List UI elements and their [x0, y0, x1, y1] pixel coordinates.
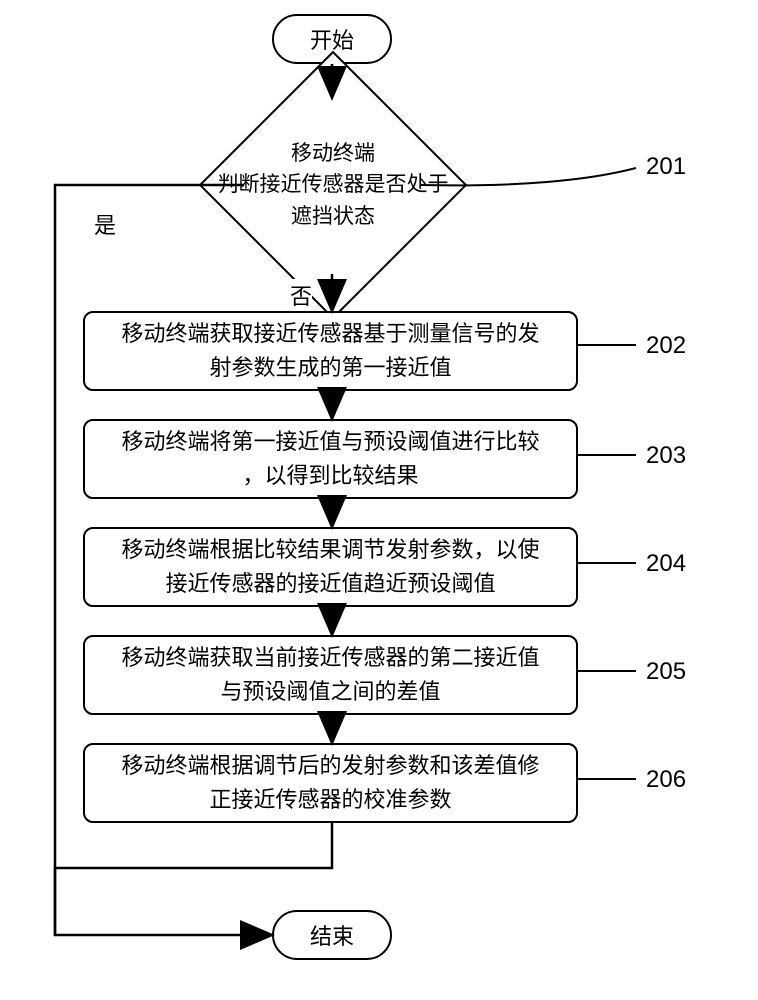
process-205: 移动终端获取当前接近传感器的第二接近值 与预设阈值之间的差值 — [83, 635, 578, 715]
step-label-202: 202 — [646, 332, 686, 360]
step-label-205: 205 — [646, 658, 686, 686]
process-202: 移动终端获取接近传感器基于测量信号的发 射参数生成的第一接近值 — [83, 311, 578, 391]
step-label-203: 203 — [646, 442, 686, 470]
process-204: 移动终端根据比较结果调节发射参数，以使 接近传感器的接近值趋近预设阈值 — [83, 527, 578, 607]
step-label-201: 201 — [646, 153, 686, 181]
step-label-204: 204 — [646, 550, 686, 578]
decision-node — [199, 51, 468, 320]
flowchart-canvas: 开始 移动终端 判断接近传感器是否处于 遮挡状态 移动终端获取接近传感器基于测量… — [0, 0, 758, 1000]
process-206: 移动终端根据调节后的发射参数和该差值修 正接近传感器的校准参数 — [83, 743, 578, 823]
branch-no-label: 否 — [290, 279, 312, 311]
end-node: 结束 — [272, 910, 392, 960]
end-label: 结束 — [310, 919, 354, 951]
process-203: 移动终端将第一接近值与预设阈值进行比较 ，以得到比较结果 — [83, 419, 578, 499]
branch-yes-label: 是 — [94, 208, 116, 240]
step-label-206: 206 — [646, 766, 686, 794]
